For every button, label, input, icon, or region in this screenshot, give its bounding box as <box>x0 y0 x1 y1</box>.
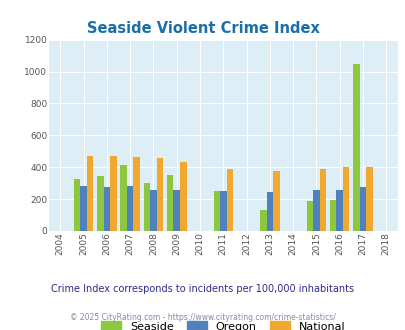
Bar <box>365 167 372 231</box>
Bar <box>226 169 232 231</box>
Legend: Seaside, Oregon, National: Seaside, Oregon, National <box>96 317 349 330</box>
Bar <box>156 158 163 231</box>
Bar <box>133 157 140 231</box>
Bar <box>319 169 325 231</box>
Bar <box>266 192 273 231</box>
Bar <box>120 165 127 231</box>
Bar <box>352 63 359 231</box>
Bar <box>359 187 365 231</box>
Bar <box>336 189 342 231</box>
Text: © 2025 CityRating.com - https://www.cityrating.com/crime-statistics/: © 2025 CityRating.com - https://www.city… <box>70 313 335 322</box>
Bar <box>220 191 226 231</box>
Bar <box>342 167 349 231</box>
Bar <box>306 201 312 231</box>
Bar <box>87 156 93 231</box>
Bar <box>110 156 116 231</box>
Bar <box>127 185 133 231</box>
Bar <box>260 210 266 231</box>
Text: Seaside Violent Crime Index: Seaside Violent Crime Index <box>86 21 319 36</box>
Bar <box>213 191 220 231</box>
Bar <box>173 190 179 231</box>
Bar <box>97 176 103 231</box>
Bar <box>273 171 279 231</box>
Bar <box>74 179 80 231</box>
Bar <box>150 190 156 231</box>
Text: Crime Index corresponds to incidents per 100,000 inhabitants: Crime Index corresponds to incidents per… <box>51 284 354 294</box>
Bar <box>143 183 150 231</box>
Bar <box>80 185 87 231</box>
Bar <box>312 189 319 231</box>
Bar <box>103 187 110 231</box>
Bar <box>166 175 173 231</box>
Bar <box>179 162 186 231</box>
Bar <box>329 200 336 231</box>
